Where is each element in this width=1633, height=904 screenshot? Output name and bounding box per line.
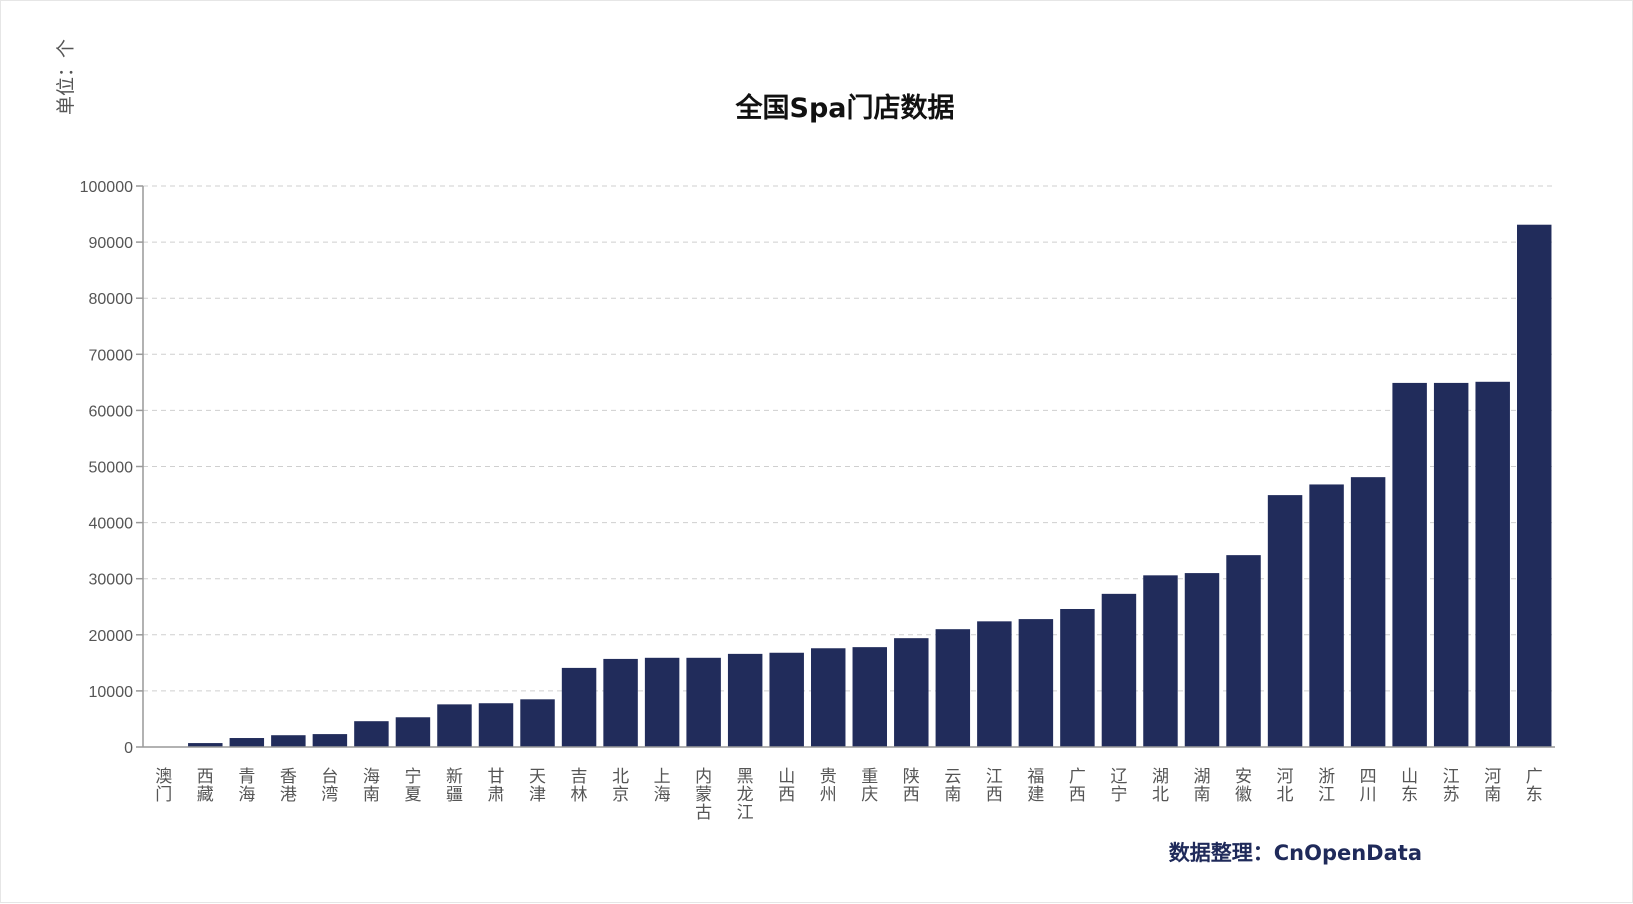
y-tick-label: 50000 bbox=[89, 460, 134, 477]
x-tick-label: 陕西 bbox=[903, 767, 920, 805]
x-tick-label: 辽宁 bbox=[1110, 767, 1127, 805]
bar bbox=[1060, 609, 1094, 747]
x-tick-label: 西藏 bbox=[197, 767, 214, 805]
x-tick-label: 山东 bbox=[1401, 767, 1418, 805]
bar bbox=[894, 638, 928, 747]
unit-label: 单位：个 bbox=[55, 39, 77, 115]
x-tick-label: 浙江 bbox=[1318, 767, 1335, 805]
x-tick-label: 重庆 bbox=[861, 767, 878, 805]
y-tick-label: 70000 bbox=[89, 347, 134, 364]
x-tick-label: 安徽 bbox=[1235, 767, 1252, 805]
y-tick-label: 90000 bbox=[89, 235, 134, 252]
x-tick-label: 江苏 bbox=[1443, 767, 1460, 805]
x-tick-label: 广西 bbox=[1069, 767, 1086, 805]
bar bbox=[1019, 619, 1053, 747]
x-tick-label: 湖南 bbox=[1194, 767, 1211, 805]
x-tick-label: 天津 bbox=[529, 767, 546, 805]
x-tick-label: 北京 bbox=[612, 767, 629, 805]
y-tick-label: 80000 bbox=[89, 291, 134, 308]
x-tick-label: 广东 bbox=[1526, 767, 1543, 805]
x-tick-label: 四川 bbox=[1360, 767, 1377, 805]
chart-title: 全国Spa门店数据 bbox=[735, 92, 955, 124]
bar bbox=[1351, 477, 1385, 747]
bar bbox=[230, 738, 264, 747]
x-tick-label: 青海 bbox=[238, 767, 255, 805]
bar bbox=[520, 699, 554, 747]
x-tick-label: 山西 bbox=[778, 767, 795, 805]
x-tick-label: 江西 bbox=[986, 767, 1003, 805]
bar bbox=[1475, 382, 1509, 747]
x-tick-label: 甘肃 bbox=[488, 767, 505, 805]
y-tick-label: 30000 bbox=[89, 572, 134, 589]
bar bbox=[1392, 383, 1426, 747]
x-tick-label: 新疆 bbox=[446, 767, 463, 805]
x-tick-label: 河南 bbox=[1484, 767, 1501, 805]
bar bbox=[313, 734, 347, 747]
bar bbox=[271, 735, 305, 747]
y-tick-label: 0 bbox=[124, 740, 133, 757]
y-tick-label: 100000 bbox=[80, 179, 133, 196]
x-tick-label: 海南 bbox=[363, 767, 380, 805]
bar bbox=[811, 648, 845, 747]
bar bbox=[1185, 573, 1219, 747]
bar bbox=[562, 668, 596, 747]
y-tick-label: 20000 bbox=[89, 628, 134, 645]
bar bbox=[396, 717, 430, 747]
x-tick-label: 贵州 bbox=[820, 767, 837, 805]
bar bbox=[1434, 383, 1468, 747]
bar bbox=[977, 621, 1011, 747]
y-tick-label: 40000 bbox=[89, 516, 134, 533]
x-tick-label: 上海 bbox=[654, 767, 671, 805]
bar bbox=[1143, 575, 1177, 747]
bar bbox=[769, 653, 803, 747]
bar bbox=[354, 721, 388, 747]
bar bbox=[1226, 555, 1260, 747]
x-tick-label: 香港 bbox=[280, 767, 297, 805]
bar bbox=[936, 629, 970, 747]
bar bbox=[1309, 484, 1343, 747]
x-tick-label: 台湾 bbox=[321, 767, 338, 805]
bar bbox=[686, 658, 720, 747]
bar bbox=[1268, 495, 1302, 747]
x-tick-label: 内蒙古 bbox=[695, 767, 712, 823]
x-tick-label: 黑龙江 bbox=[737, 767, 754, 823]
x-tick-label: 吉林 bbox=[571, 767, 588, 805]
x-tick-label: 湖北 bbox=[1152, 767, 1169, 805]
y-tick-label: 60000 bbox=[89, 403, 134, 420]
bars bbox=[147, 225, 1552, 747]
bar bbox=[437, 704, 471, 747]
bar bbox=[1517, 225, 1551, 747]
y-axis-ticks: 0 10000 20000 30000 40000 50000 60000 70000 8000… bbox=[80, 179, 143, 757]
x-tick-label: 宁夏 bbox=[404, 767, 421, 805]
x-tick-label: 澳门 bbox=[155, 767, 172, 805]
data-source-label: 数据整理：CnOpenData bbox=[1169, 841, 1422, 865]
bar bbox=[1102, 594, 1136, 747]
x-tick-label: 福建 bbox=[1027, 767, 1044, 805]
x-tick-label: 河北 bbox=[1277, 767, 1294, 805]
bar bbox=[479, 703, 513, 747]
bar bbox=[603, 659, 637, 747]
x-tick-label: 云南 bbox=[944, 767, 961, 805]
bar bbox=[728, 654, 762, 747]
bar bbox=[645, 658, 679, 747]
bar bbox=[853, 647, 887, 747]
y-tick-label: 10000 bbox=[89, 684, 134, 701]
